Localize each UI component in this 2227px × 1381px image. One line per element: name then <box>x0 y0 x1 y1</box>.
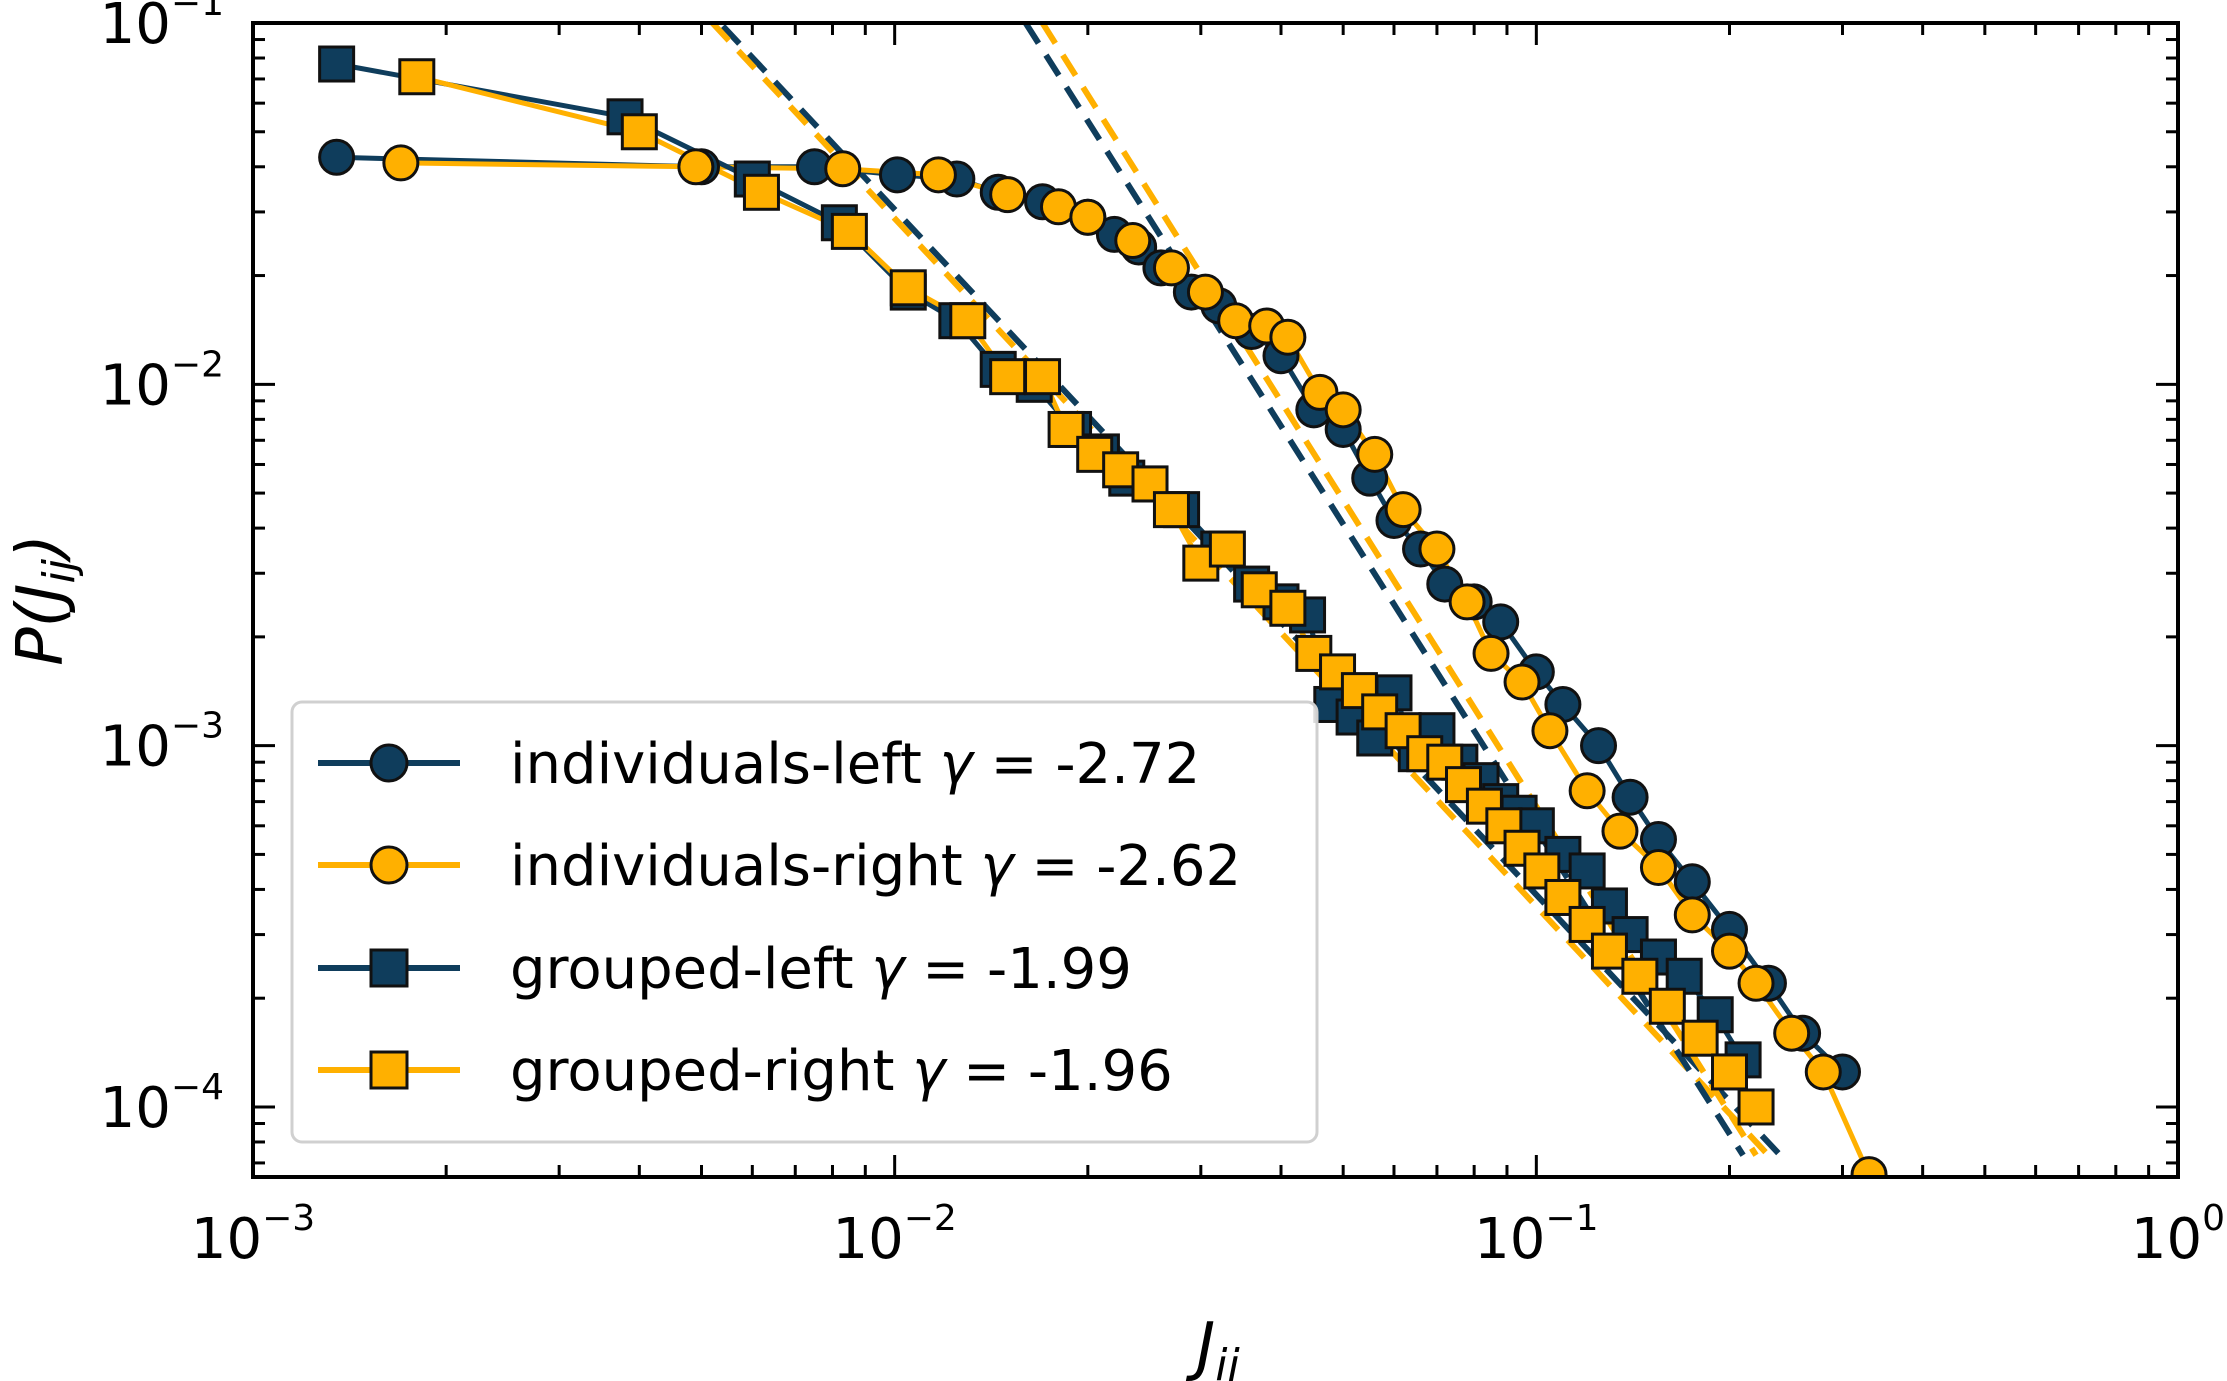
point-s1-25 <box>1673 896 1711 934</box>
point-s3-7 <box>1024 358 1062 396</box>
legend-label-grouped-right: grouped-right γ = -1.96 <box>510 1039 1173 1104</box>
legend-marker-individuals-right <box>369 845 409 885</box>
point-s1-26 <box>1710 932 1748 970</box>
point-s0-28 <box>1673 863 1711 901</box>
point-s3-31 <box>1590 932 1628 970</box>
point-s3-27 <box>1503 829 1541 867</box>
point-s1-15 <box>1356 435 1394 473</box>
point-s1-30 <box>1850 1156 1888 1177</box>
point-s1-29 <box>1804 1053 1842 1091</box>
point-s1-19 <box>1472 634 1510 672</box>
point-s1-3 <box>919 156 957 194</box>
point-s1-17 <box>1418 530 1456 568</box>
point-s1-0 <box>382 144 420 182</box>
point-s1-28 <box>1773 1014 1811 1052</box>
legend-item-grouped-right: grouped-right γ = -1.96 <box>318 1039 1173 1104</box>
point-s3-6 <box>989 358 1027 396</box>
x-tick-label-0: 10−3 <box>191 1198 315 1272</box>
legend-marker-grouped-left <box>369 948 409 988</box>
x-axis-label-main: J <box>1185 1310 1215 1381</box>
point-s3-34 <box>1681 1019 1719 1057</box>
legend-label-individuals-right: individuals-right γ = -2.62 <box>510 834 1241 899</box>
legend-marker-grouped-right <box>369 1050 409 1090</box>
ticks <box>251 21 2178 1177</box>
legend-item-grouped-left: grouped-left γ = -1.99 <box>318 937 1132 1002</box>
point-s1-4 <box>989 176 1027 214</box>
point-s3-36 <box>1737 1088 1775 1126</box>
legend-item-individuals-right: individuals-right γ = -2.62 <box>318 834 1241 899</box>
point-s1-2 <box>824 150 862 188</box>
point-s1-21 <box>1531 712 1569 750</box>
point-s1-7 <box>1114 222 1152 260</box>
plot-area <box>318 23 1888 1177</box>
y-tick-label-3: 10−1 <box>100 0 224 57</box>
y-axis-label: P(Jij) <box>4 534 85 666</box>
point-s0-0 <box>318 138 356 176</box>
point-s0-22 <box>1482 603 1520 641</box>
legend-label-individuals-left: individuals-left γ = -2.72 <box>510 732 1200 797</box>
point-s2-29 <box>1568 852 1606 890</box>
point-s1-9 <box>1186 273 1224 311</box>
legend-frame <box>290 700 1319 1144</box>
point-s1-24 <box>1639 848 1677 886</box>
legend-marker-individuals-left <box>369 743 409 783</box>
point-s3-12 <box>1152 491 1190 529</box>
y-tick-label-1: 10−3 <box>100 706 224 780</box>
point-s3-26 <box>1485 807 1523 845</box>
point-s1-18 <box>1448 583 1486 621</box>
point-s1-16 <box>1384 491 1422 529</box>
point-s3-1 <box>620 113 658 151</box>
y-axis-label-pre: P( <box>4 599 78 666</box>
point-s1-8 <box>1152 249 1190 287</box>
point-s1-20 <box>1503 663 1541 701</box>
y-tick-label-2: 10−2 <box>100 344 224 418</box>
plot-frame <box>251 21 2180 1179</box>
point-s3-35 <box>1710 1053 1748 1091</box>
legend-label-grouped-left: grouped-left γ = -1.99 <box>510 937 1132 1002</box>
x-tick-label-2: 10−1 <box>1474 1198 1598 1272</box>
point-s2-33 <box>1665 957 1703 995</box>
x-axis-label: Jij <box>1185 1310 1240 1381</box>
point-s3-2 <box>742 173 780 211</box>
point-s3-14 <box>1208 530 1246 568</box>
point-s3-3 <box>830 212 868 250</box>
y-tick-label-0: 10−4 <box>100 1067 224 1141</box>
point-s1-14 <box>1324 391 1362 429</box>
x-tick-label-3: 100 <box>2131 1198 2225 1272</box>
point-s3-5 <box>949 302 987 340</box>
point-s1-10 <box>1217 302 1255 340</box>
point-s3-32 <box>1621 957 1659 995</box>
point-s3-0 <box>398 58 436 96</box>
point-s1-27 <box>1737 964 1775 1002</box>
x-axis-label-sub: ij <box>1215 1340 1240 1381</box>
point-s1-12 <box>1269 318 1307 356</box>
point-s0-25 <box>1580 727 1618 765</box>
point-s3-16 <box>1269 589 1307 627</box>
point-s2-0 <box>318 45 356 83</box>
point-s3-33 <box>1648 987 1686 1025</box>
legend-item-individuals-left: individuals-left γ = -2.72 <box>318 732 1200 797</box>
legend: individuals-left γ = -2.72 individuals-r… <box>290 700 1319 1144</box>
point-s0-3 <box>878 156 916 194</box>
point-s1-1 <box>677 148 715 186</box>
y-axis-label-post: ) <box>4 534 78 563</box>
x-tick-label-1: 10−2 <box>832 1198 956 1272</box>
point-s1-22 <box>1568 772 1606 810</box>
point-s3-4 <box>889 269 927 307</box>
point-s1-6 <box>1069 198 1107 236</box>
point-s1-23 <box>1601 812 1639 850</box>
point-s0-26 <box>1611 778 1649 816</box>
y-axis-label-sub: ij <box>34 558 85 583</box>
